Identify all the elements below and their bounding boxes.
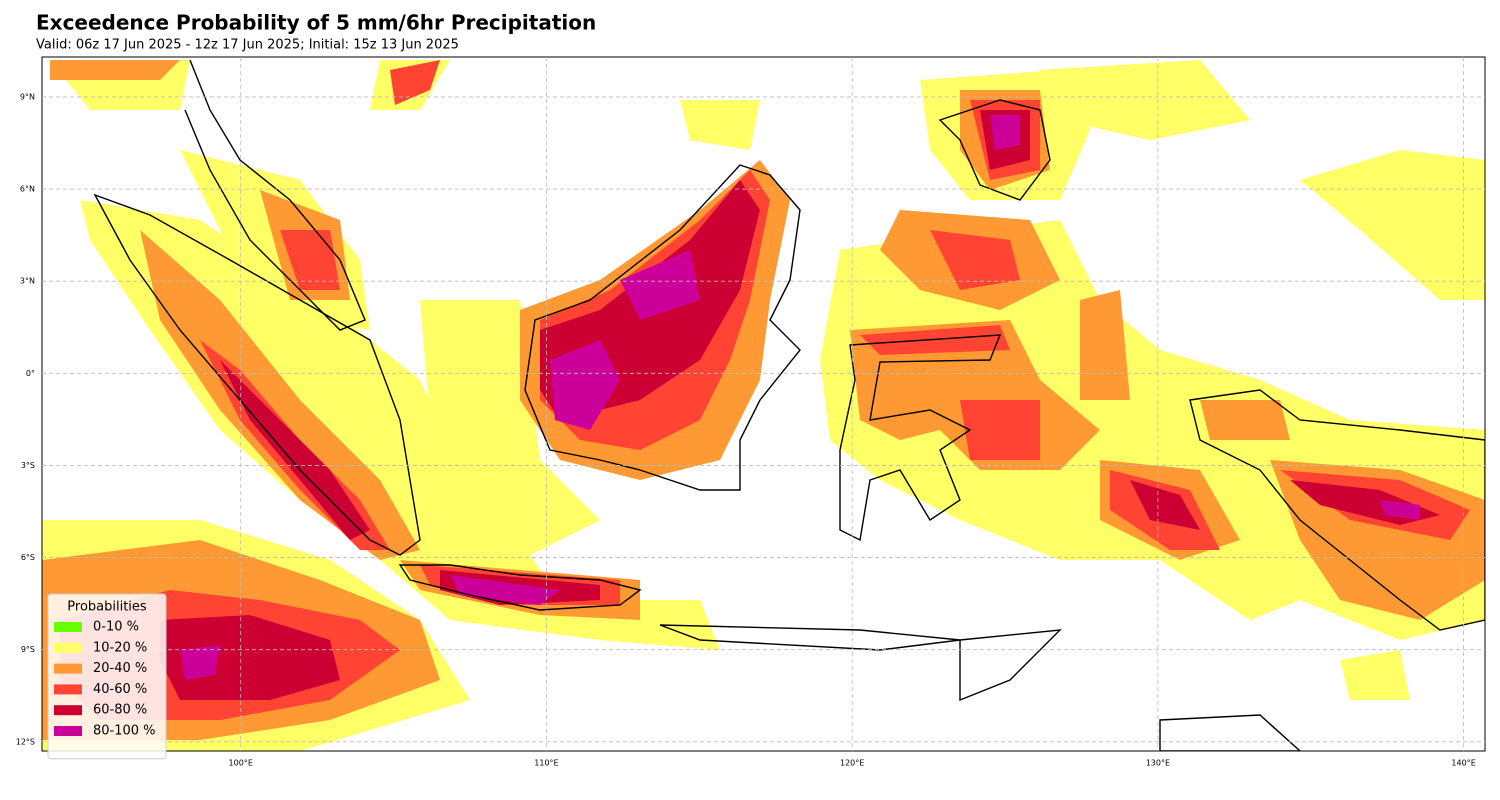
legend: Probabilities 0-10 % 10-20 % 20-40 % 40-60 %… <box>47 593 167 760</box>
y-tick-label: 3°N <box>20 277 35 286</box>
legend-swatch <box>54 642 82 653</box>
x-tick-label: 120°E <box>840 759 864 768</box>
legend-label: 0-10 % <box>93 620 139 635</box>
legend-box <box>47 593 167 760</box>
title: Exceedence Probability of 5 mm/6hr Preci… <box>36 11 596 35</box>
y-tick-label: 12°S <box>16 737 35 746</box>
legend-label: 40-60 % <box>93 682 147 697</box>
y-tick-label: 9°S <box>21 645 35 654</box>
prob-80-100 <box>180 115 1420 680</box>
legend-swatch <box>54 684 82 695</box>
x-tick-label: 130°E <box>1146 759 1170 768</box>
y-tick-label: 6°S <box>21 553 35 562</box>
legend-title: Probabilities <box>67 600 147 615</box>
legend-label: 80-100 % <box>93 724 156 739</box>
precip-field <box>42 60 1485 751</box>
axes: 100°E 110°E 120°E 130°E 140°E 12°S 9°S 6°S 3°S 0°… <box>16 57 1485 768</box>
x-tick-label: 140°E <box>1451 759 1475 768</box>
subtitle: Valid: 06z 17 Jun 2025 - 12z 17 Jun 2025… <box>36 38 459 53</box>
coastlines <box>93 59 1485 751</box>
legend-label: 20-40 % <box>93 661 147 676</box>
legend-swatch <box>54 705 82 716</box>
legend-swatch <box>54 622 82 632</box>
x-tick-label: 110°E <box>534 759 558 768</box>
legend-label: 60-80 % <box>93 703 147 718</box>
legend-swatch <box>54 726 82 736</box>
legend-swatch <box>54 663 82 674</box>
map-frame <box>41 56 1486 752</box>
legend-label: 10-20 % <box>93 640 147 655</box>
x-tick-label: 100°E <box>229 759 253 768</box>
y-tick-label: 0° <box>26 369 35 378</box>
y-tick-label: 3°S <box>21 461 35 470</box>
y-tick-label: 9°N <box>20 92 35 101</box>
y-tick-label: 6°N <box>20 185 35 194</box>
